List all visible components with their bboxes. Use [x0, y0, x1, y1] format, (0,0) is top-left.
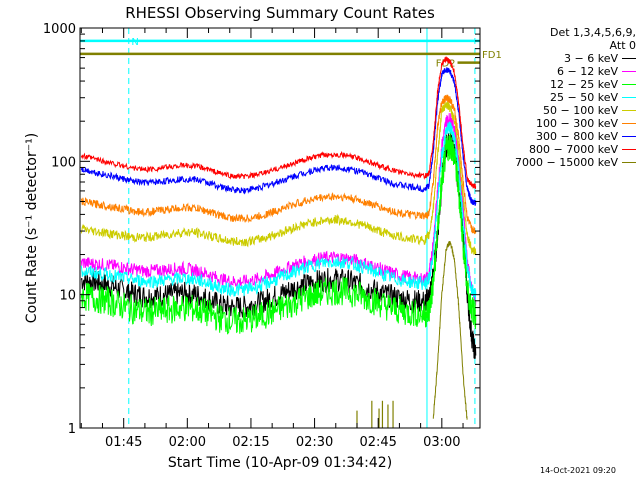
legend-item: 6 − 12 keV: [470, 65, 636, 78]
series-line-7: [80, 55, 477, 189]
legend-label: 800 − 7000 keV: [529, 143, 618, 156]
x-tick-label: 01:45: [105, 435, 142, 450]
legend-item: 50 − 100 keV: [470, 104, 636, 117]
legend-swatch: [622, 149, 636, 150]
plot-frame: [79, 27, 481, 429]
legend-item: 800 − 7000 keV: [470, 143, 636, 156]
legend-label: 100 − 300 keV: [536, 117, 618, 130]
y-tick-label: 1000: [43, 22, 76, 37]
legend-label: 25 − 50 keV: [550, 91, 618, 104]
series-line-3: [80, 121, 477, 300]
x-tick-label: 03:00: [423, 435, 460, 450]
y-tick-label: 1: [68, 422, 76, 437]
legend-item: 300 − 800 keV: [470, 130, 636, 143]
legend-item: 25 − 50 keV: [470, 91, 636, 104]
x-axis-title: Start Time (10-Apr-09 01:34:42): [168, 455, 392, 471]
y-tick-label: 10: [59, 289, 76, 304]
legend-label: 50 − 100 keV: [543, 104, 618, 117]
chart-title: RHESSI Observing Summary Count Rates: [125, 4, 435, 22]
x-tick-label: 02:30: [296, 435, 333, 450]
legend-swatch: [622, 97, 636, 98]
state-label-fd1: FD1: [482, 50, 502, 61]
plot-area: N FD1 FD2: [79, 28, 502, 428]
x-tick-label: 02:45: [359, 435, 396, 450]
legend-header-attenuator: Att 0: [609, 39, 636, 52]
legend-item: 7000 − 15000 keV: [470, 156, 636, 169]
x-tick-label: 02:00: [169, 435, 206, 450]
state-label-fd2: FD2: [436, 59, 456, 70]
legend-label: 12 − 25 keV: [550, 78, 618, 91]
legend-item: 100 − 300 keV: [470, 117, 636, 130]
legend-swatch: [622, 162, 636, 163]
y-tick-label: 100: [51, 155, 76, 170]
legend-swatch: [622, 84, 636, 85]
legend-label: 300 − 800 keV: [536, 130, 618, 143]
state-label-n: N: [131, 37, 138, 48]
legend-label: 6 − 12 keV: [557, 65, 618, 78]
x-tick-label: 02:15: [232, 435, 269, 450]
series-line-4: [80, 100, 477, 255]
legend-header-detectors: Det 1,3,4,5,6,9,: [549, 26, 636, 39]
axes: 1 10 100 1000 01:45 02:00 02:15 02:30 02:45 03:00: [43, 22, 480, 450]
timestamp: 14-Oct-2021 09:20: [540, 466, 616, 475]
legend-item: 3 − 6 keV: [470, 52, 636, 65]
legend-swatch: [622, 123, 636, 124]
series-line-2: [80, 133, 477, 335]
legend: Det 1,3,4,5,6,9, Att 0 3 − 6 keV 6 − 12 k…: [470, 26, 636, 169]
series-line-5: [80, 94, 477, 235]
legend-swatch: [622, 58, 636, 59]
legend-swatch: [622, 110, 636, 111]
legend-swatch: [622, 136, 636, 137]
legend-item: 12 − 25 keV: [470, 78, 636, 91]
series-line-8: [432, 240, 468, 420]
y-axis-title: Count Rate (s⁻¹ detector⁻¹): [24, 133, 40, 323]
legend-swatch: [622, 71, 636, 72]
series-line-6: [80, 67, 477, 206]
legend-label: 7000 − 15000 keV: [515, 156, 618, 169]
legend-label: 3 − 6 keV: [564, 52, 618, 65]
